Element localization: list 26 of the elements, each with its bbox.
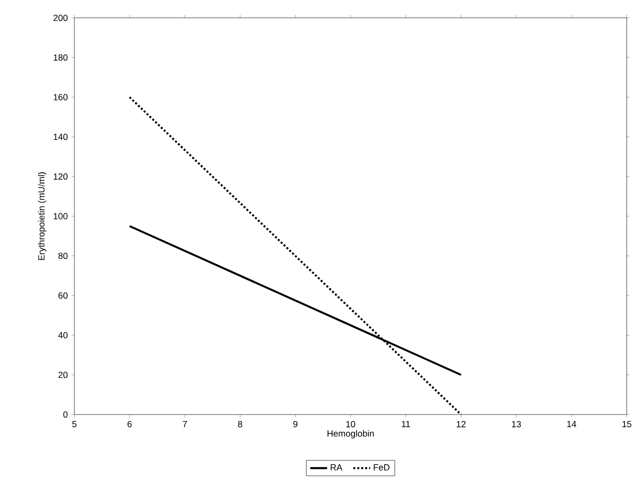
x-tick-label: 15: [622, 421, 632, 428]
x-tick-label: 12: [456, 421, 466, 428]
y-axis-title: Erythropoietin (mU/ml): [38, 172, 46, 260]
legend-label: RA: [330, 464, 342, 471]
x-axis-title: Hemoglobin: [328, 430, 374, 438]
x-tick-label: 5: [72, 421, 76, 428]
y-tick-label: 60: [58, 292, 68, 299]
y-tick-label: 40: [58, 332, 68, 338]
y-tick-label: 80: [58, 252, 68, 260]
y-tick-label: 0: [63, 411, 68, 418]
y-tick-label: 140: [54, 134, 68, 140]
x-tick-label: 14: [567, 421, 576, 428]
y-tick-label: 180: [54, 54, 68, 61]
y-tick-label: 20: [58, 372, 68, 378]
x-tick-label: 13: [512, 421, 521, 428]
x-tick-label: 11: [402, 421, 410, 428]
y-tick-label: 100: [54, 213, 68, 220]
legend-label: FeD: [374, 464, 390, 471]
x-tick-label: 8: [238, 421, 242, 428]
x-tick-label: 6: [128, 421, 132, 428]
x-tick-label: 10: [346, 421, 356, 428]
x-tick-label: 7: [182, 421, 187, 428]
x-tick-label: 9: [293, 421, 298, 428]
y-tick-label: 200: [54, 14, 68, 22]
y-tick-label: 160: [54, 94, 68, 100]
y-tick-label: 120: [54, 173, 68, 180]
